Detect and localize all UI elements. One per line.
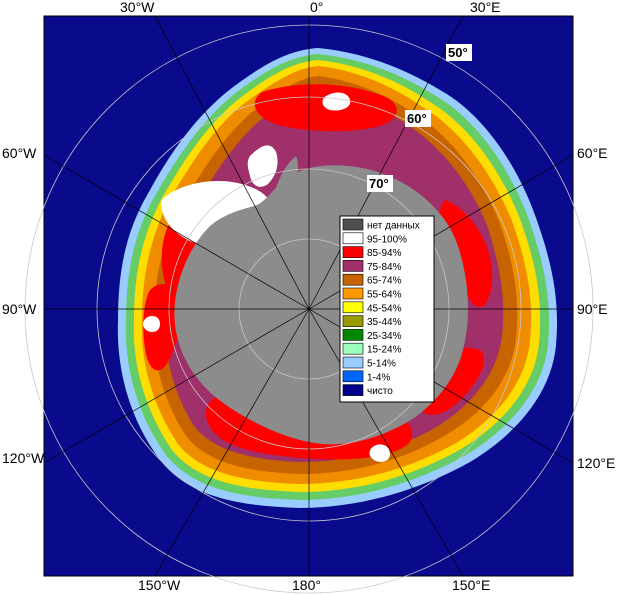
legend-label: 1-4% <box>367 372 390 383</box>
legend-label: 75-84% <box>367 262 402 273</box>
legend-label: 35-44% <box>367 317 402 328</box>
lon-label-90w: 90°W <box>2 301 37 317</box>
lon-label-120e: 120°E <box>577 455 615 471</box>
ice-red-southwest <box>143 284 183 371</box>
legend-swatch <box>342 329 364 341</box>
legend-swatch <box>342 218 364 231</box>
legend-swatch <box>342 260 364 272</box>
lon-label-30w: 30°W <box>120 0 155 15</box>
legend-swatch <box>342 301 364 314</box>
lon-label-120w: 120°W <box>2 450 45 466</box>
legend-swatch <box>342 342 364 355</box>
ice-red-east <box>439 200 493 308</box>
lon-label-150w: 150°W <box>138 577 181 593</box>
legend-label: 15-24% <box>367 345 402 356</box>
legend-label: нет данных <box>367 221 420 232</box>
ice-white-small2 <box>369 444 390 462</box>
lat-label-70-box <box>367 175 393 192</box>
lat-label-70: 70° <box>369 176 389 191</box>
lon-label-150e: 150°E <box>452 577 490 593</box>
lon-label-60w: 60°W <box>2 145 37 161</box>
legend-swatch <box>342 232 364 245</box>
legend: нет данных 95-100% 85-94% 75-84% 65-74% 55-64… <box>339 215 435 403</box>
legend-label: чисто <box>367 386 393 397</box>
lat-label-50-box <box>446 44 472 61</box>
lon-label-0: 0° <box>310 0 323 15</box>
legend-swatch <box>342 246 364 258</box>
lat-label-50: 50° <box>448 45 468 60</box>
ice-white-small1 <box>322 92 351 111</box>
lon-label-180: 180° <box>292 577 321 593</box>
legend-swatch <box>342 384 364 396</box>
lat-label-60: 60° <box>407 111 427 126</box>
legend-swatch <box>342 315 364 327</box>
legend-label: 95-100% <box>367 234 407 245</box>
legend-label: 5-14% <box>367 359 396 370</box>
legend-label: 65-74% <box>367 276 402 287</box>
legend-label: 25-34% <box>367 331 402 342</box>
lon-label-30e: 30°E <box>470 0 501 15</box>
legend-label: 55-64% <box>367 290 402 301</box>
antarctic-peninsula <box>268 156 299 205</box>
legend-swatch <box>342 370 364 383</box>
legend-swatch <box>342 287 364 300</box>
lon-label-60e: 60°E <box>577 145 608 161</box>
ice-white-small3 <box>143 316 160 332</box>
legend-swatch <box>342 356 364 369</box>
legend-swatch <box>342 273 364 286</box>
legend-label: 45-54% <box>367 303 402 314</box>
legend-label: 85-94% <box>367 248 402 259</box>
lon-label-90e: 90°E <box>577 301 608 317</box>
lat-label-60-box <box>405 110 431 127</box>
ice-white-weddell-tip <box>247 145 278 187</box>
